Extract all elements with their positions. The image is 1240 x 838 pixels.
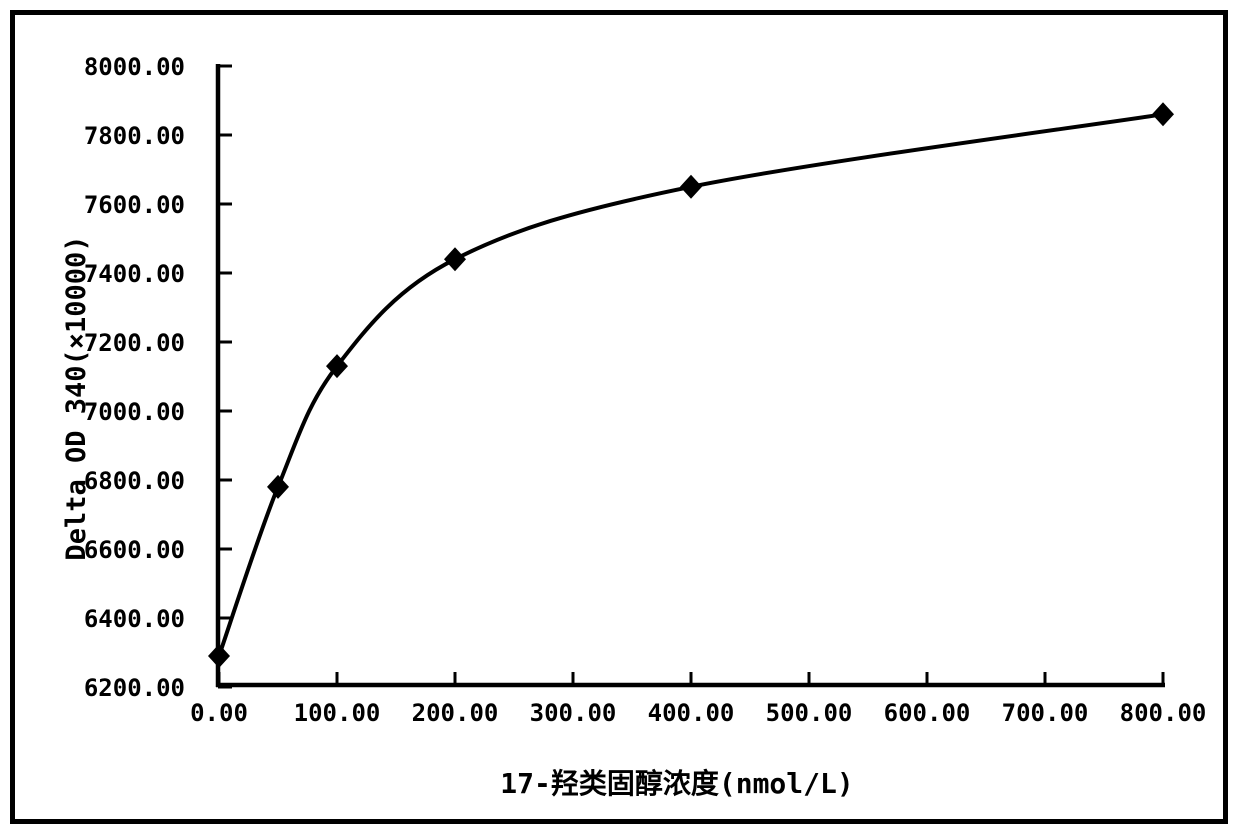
x-tick-label: 100.00 [293,699,381,727]
y-tick-label: 6200.00 [83,674,185,702]
y-tick-label: 6400.00 [83,605,185,633]
x-tick-label: 0.00 [190,699,248,727]
x-tick-label: 600.00 [883,699,971,727]
data-point-marker [267,474,289,499]
x-tick-label: 400.00 [647,699,735,727]
x-axis-title: 17-羟类固醇浓度(nmol/L) [500,767,854,800]
figure-frame: Delta OD 340(×10000) 17-羟类固醇浓度(nmol/L) [10,10,1228,824]
y-tick-label: 6800.00 [83,467,185,495]
y-tick-label: 7000.00 [83,398,185,426]
x-tick-label: 300.00 [529,699,617,727]
y-tick-label: 8000.00 [83,53,185,81]
data-point-marker [444,247,466,272]
y-tick-label: 7400.00 [83,260,185,288]
x-tick-label: 500.00 [765,699,853,727]
y-tick-label: 7600.00 [83,191,185,219]
y-tick-label: 7200.00 [83,329,185,357]
data-point-marker [326,354,348,379]
data-point-marker [208,643,230,668]
x-tick-label: 800.00 [1119,699,1207,727]
y-tick-label: 6600.00 [83,536,185,564]
x-tick-label: 200.00 [411,699,499,727]
x-tick-label: 700.00 [1001,699,1089,727]
data-point-marker [1152,102,1174,127]
y-tick-label: 7800.00 [83,122,185,150]
data-point-marker [680,174,702,199]
